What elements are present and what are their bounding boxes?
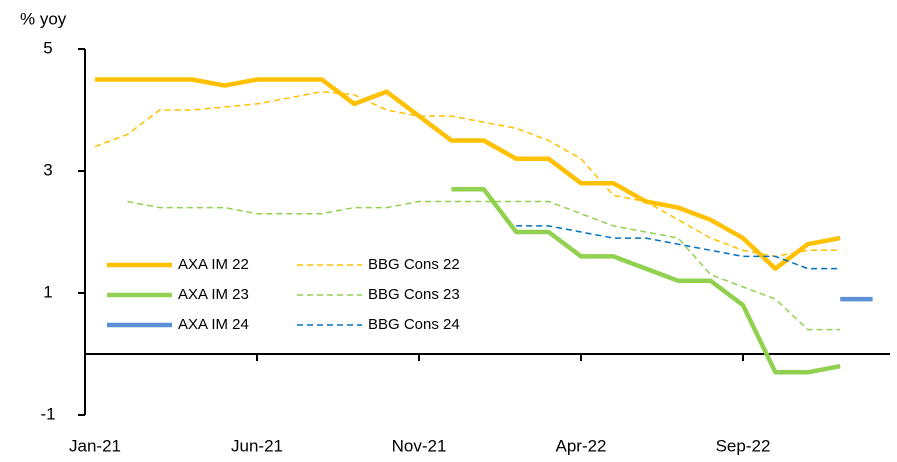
series-line <box>95 77 841 271</box>
legend-label: AXA IM 22 <box>178 256 249 273</box>
legend-label: BBG Cons 23 <box>368 286 460 303</box>
x-tick-label: Nov-21 <box>392 436 447 455</box>
y-tick-label: 5 <box>43 38 52 57</box>
series-line <box>516 225 841 270</box>
x-tick-label: Jun-21 <box>231 436 283 455</box>
x-tick-label: Apr-22 <box>555 436 606 455</box>
legend-label: BBG Cons 22 <box>368 256 460 273</box>
y-axis-label: % yoy <box>20 9 67 28</box>
legend-label: BBG Cons 24 <box>368 316 460 333</box>
y-tick-label: 1 <box>43 282 52 301</box>
series-line <box>451 187 841 375</box>
y-tick-label: -1 <box>40 404 55 423</box>
legend-label: AXA IM 23 <box>178 286 249 303</box>
legend-label: AXA IM 24 <box>178 316 249 333</box>
x-tick-label: Jan-21 <box>69 436 121 455</box>
series-line <box>94 90 841 258</box>
x-tick-label: Sep-22 <box>716 436 771 455</box>
y-tick-label: 3 <box>43 160 52 179</box>
